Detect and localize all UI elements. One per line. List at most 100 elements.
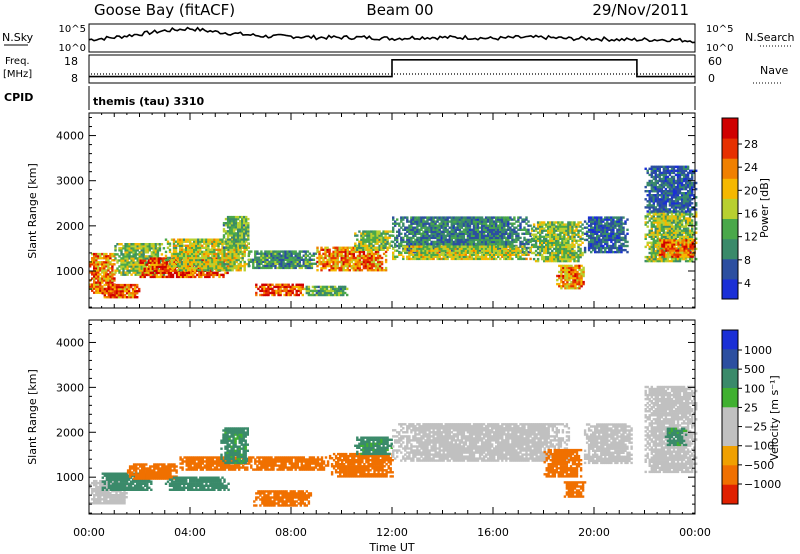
heatmap-cell bbox=[530, 251, 534, 255]
heatmap-cell bbox=[245, 240, 248, 243]
heatmap-cell bbox=[404, 245, 407, 248]
heatmap-cell bbox=[478, 245, 482, 248]
heatmap-cell bbox=[142, 251, 145, 254]
heatmap-cell bbox=[517, 228, 520, 231]
heatmap-cell bbox=[501, 253, 504, 256]
heatmap-cell bbox=[263, 283, 266, 286]
heatmap-cell bbox=[547, 241, 550, 244]
heatmap-cell bbox=[547, 221, 550, 224]
heatmap-cell bbox=[213, 254, 216, 258]
heatmap-cell bbox=[264, 254, 267, 257]
heatmap-cell bbox=[89, 283, 92, 286]
heatmap-cell bbox=[221, 264, 224, 268]
heatmap-cell bbox=[555, 221, 558, 224]
heatmap-cell bbox=[424, 257, 427, 261]
heatmap-cell bbox=[598, 222, 601, 225]
heatmap-cell bbox=[491, 216, 494, 219]
heatmap-cell bbox=[558, 264, 561, 268]
heatmap-cell bbox=[243, 228, 246, 231]
heatmap-cell bbox=[539, 253, 542, 257]
heatmap-cell bbox=[572, 280, 575, 284]
heatmap-cell bbox=[489, 240, 492, 244]
heatmap-cell bbox=[420, 228, 423, 231]
heatmap-cell bbox=[549, 235, 552, 238]
heatmap-cell bbox=[462, 228, 466, 231]
heatmap-cell bbox=[484, 234, 488, 237]
heatmap-cell bbox=[412, 226, 415, 229]
heatmap-cell bbox=[480, 226, 484, 229]
heatmap-cell bbox=[454, 220, 457, 223]
heatmap-cell bbox=[556, 278, 559, 282]
heatmap-cell bbox=[565, 245, 568, 249]
heatmap-cell bbox=[650, 259, 653, 263]
heatmap-cell bbox=[422, 257, 425, 261]
heatmap-cell bbox=[139, 259, 142, 262]
heatmap-cell bbox=[602, 232, 605, 235]
heatmap-cell bbox=[428, 253, 431, 256]
heatmap-cell bbox=[217, 240, 220, 243]
heatmap-cell bbox=[561, 235, 564, 238]
heatmap-cell bbox=[406, 230, 409, 233]
heatmap-cell bbox=[272, 260, 275, 263]
heatmap-cell bbox=[428, 247, 431, 250]
heatmap-cell bbox=[243, 217, 246, 221]
heatmap-cell bbox=[101, 265, 104, 268]
heatmap-cell bbox=[575, 241, 578, 244]
heatmap-cell bbox=[571, 221, 574, 224]
heatmap-cell bbox=[118, 259, 121, 262]
heatmap-cell bbox=[219, 250, 222, 254]
heatmap-cell bbox=[450, 224, 453, 227]
heatmap-cell bbox=[573, 229, 576, 232]
heatmap-cell bbox=[376, 240, 379, 243]
heatmap-cell bbox=[446, 230, 449, 233]
heatmap-cell bbox=[119, 296, 123, 299]
heatmap-cell bbox=[165, 261, 169, 264]
heatmap-cell bbox=[145, 263, 148, 266]
heatmap-cell bbox=[149, 273, 152, 277]
heatmap-cell bbox=[569, 249, 572, 253]
heatmap-cell bbox=[543, 241, 546, 244]
heatmap-cell bbox=[553, 257, 556, 261]
heatmap-cell bbox=[111, 265, 114, 268]
heatmap-cell bbox=[505, 245, 508, 248]
heatmap-cell bbox=[539, 223, 542, 226]
heatmap-cell bbox=[571, 235, 574, 238]
heatmap-cell bbox=[578, 268, 581, 272]
heatmap-cell bbox=[305, 289, 308, 293]
heatmap-cell bbox=[482, 245, 486, 248]
heatmap-cell bbox=[230, 232, 234, 235]
heatmap-cell bbox=[277, 283, 280, 286]
heatmap-cell bbox=[566, 282, 569, 286]
heatmap-cell bbox=[95, 277, 98, 280]
heatmap-cell bbox=[248, 260, 251, 263]
heatmap-cell bbox=[501, 218, 504, 221]
heatmap-cell bbox=[138, 273, 141, 276]
heatmap-cell bbox=[245, 220, 248, 223]
heatmap-cell bbox=[576, 282, 579, 286]
heatmap-cell bbox=[237, 240, 240, 243]
heatmap-cell bbox=[222, 273, 225, 277]
heatmap-cell bbox=[180, 269, 184, 272]
heatmap-cell bbox=[191, 269, 194, 272]
heatmap-cell bbox=[406, 234, 409, 237]
heatmap-cell bbox=[225, 262, 228, 266]
heatmap-cell bbox=[610, 216, 613, 219]
heatmap-cell bbox=[442, 255, 445, 258]
heatmap-cell bbox=[570, 282, 573, 286]
heatmap-cell bbox=[233, 262, 236, 266]
heatmap-cell bbox=[152, 243, 155, 246]
heatmap-cell bbox=[557, 255, 560, 259]
heatmap-cell bbox=[124, 255, 127, 258]
heatmap-cell bbox=[438, 226, 441, 229]
heatmap-cell bbox=[555, 237, 558, 240]
heatmap-cell bbox=[404, 249, 407, 252]
heatmap-cell bbox=[572, 278, 575, 282]
heatmap-cell bbox=[288, 264, 291, 268]
heatmap-cell bbox=[523, 226, 526, 229]
heatmap-cell bbox=[109, 283, 113, 287]
heatmap-cell bbox=[503, 224, 506, 227]
heatmap-cell bbox=[180, 250, 184, 254]
heatmap-cell bbox=[315, 293, 319, 297]
heatmap-cell bbox=[525, 253, 528, 256]
heatmap-cell bbox=[527, 240, 530, 244]
